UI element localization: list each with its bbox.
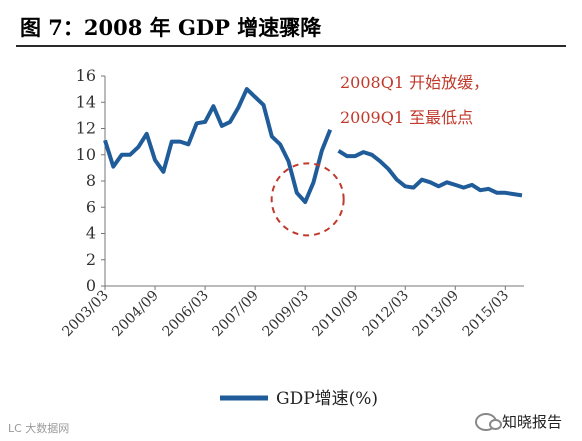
trough-highlight (270, 162, 345, 237)
x-tick-label: 2006/03 (159, 288, 211, 340)
trough-circle (270, 162, 345, 237)
figure-title: 图 7：2008 年 GDP 增速骤降 (20, 15, 322, 40)
x-tick-label: 2012/03 (360, 288, 412, 340)
legend-label: GDP增速(%) (276, 389, 378, 409)
chart-legend: GDP增速(%) (220, 389, 378, 409)
y-tick-labels: 0 2 4 6 8 10 12 14 16 (76, 66, 96, 295)
annotation-text: 2009Q1 至最低点 (340, 108, 473, 127)
watermark-right: 知晓报告 (475, 411, 562, 432)
x-tick-label: 2003/03 (59, 288, 111, 340)
watermark-right-text: 知晓报告 (502, 413, 563, 431)
y-tick-label: 8 (86, 171, 96, 190)
y-tick-label: 12 (76, 119, 96, 138)
x-tick-label: 2009/03 (260, 288, 312, 340)
title-divider (16, 45, 566, 47)
y-tick-label: 10 (76, 145, 96, 164)
x-tick-label: 2004/09 (109, 288, 161, 340)
chart-axes (101, 75, 524, 290)
x-tick-label: 2007/09 (210, 288, 262, 340)
y-tick-label: 6 (86, 197, 96, 216)
series-lines (103, 87, 523, 204)
y-tick-label: 4 (86, 224, 96, 243)
annotation-text: 2008Q1 开始放缓， (340, 73, 489, 92)
series-line-segment-1 (103, 87, 333, 204)
wechat-icon (475, 412, 502, 431)
annotations: 2008Q1 开始放缓， 2009Q1 至最低点 (340, 73, 489, 127)
watermark-left: LC 大数据网 (8, 422, 70, 435)
y-tick-label: 2 (86, 250, 96, 269)
y-tick-label: 16 (76, 66, 96, 85)
x-tick-label: 2013/09 (410, 288, 462, 340)
y-tick-label: 14 (76, 92, 96, 111)
series-line-segment-2 (337, 149, 523, 198)
x-tick-label: 2015/03 (460, 288, 512, 340)
x-tick-labels: 2003/032004/092006/032007/092009/032010/… (59, 288, 512, 340)
y-tick-label: 0 (86, 276, 96, 295)
x-tick-label: 2010/09 (310, 288, 362, 340)
